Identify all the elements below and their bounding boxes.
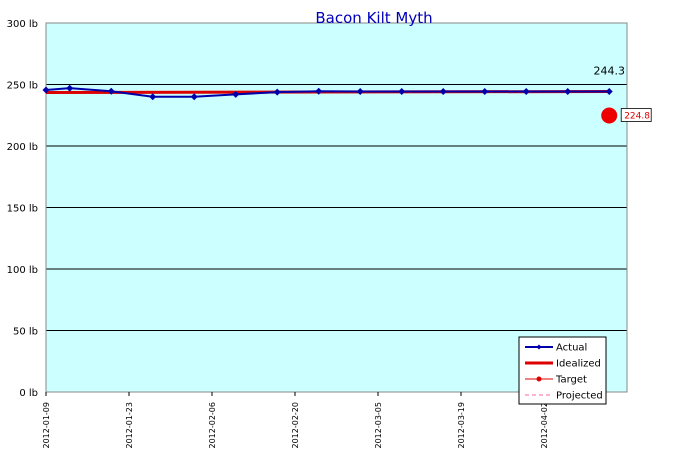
series-layer (42, 84, 618, 124)
legend: Actual Idealized Target Projected (518, 336, 607, 405)
actual-point (564, 88, 572, 96)
y-tick-label: 200 lb (7, 142, 38, 153)
y-tick-label: 250 lb (7, 81, 38, 92)
x-tick-label: 2012-01-09 (42, 402, 51, 449)
x-tick-label: 2012-02-06 (208, 402, 217, 449)
actual-point (439, 88, 447, 96)
plot-border (45, 22, 628, 393)
legend-marker (536, 376, 542, 382)
actual-point (273, 88, 281, 96)
x-axis: 2012-01-09 2012-01-23 2012-02-06 2012-02-20… (42, 392, 549, 449)
target-value-label: 224.8 (624, 111, 650, 121)
y-tick-label: 0 lb (19, 388, 38, 399)
legend-marker (536, 344, 542, 350)
y-tick-label: 50 lb (13, 327, 38, 338)
actual-point (398, 88, 406, 96)
plot-area (45, 22, 628, 393)
last-value-label: 244.3 (593, 65, 625, 78)
actual-point (42, 86, 50, 94)
y-tick-label: 150 lb (7, 204, 38, 215)
y-tick-label: 100 lb (7, 265, 38, 276)
x-tick-label: 2012-01-23 (125, 402, 134, 449)
legend-label: Idealized (556, 359, 601, 370)
x-tick-label: 2012-03-05 (374, 402, 383, 449)
x-tick-label: 2012-03-19 (457, 402, 466, 449)
actual-point (66, 84, 74, 92)
y-tick-label: 300 lb (7, 19, 38, 30)
actual-point (605, 88, 613, 96)
legend-label: Projected (556, 391, 603, 402)
chart-title: Bacon Kilt Myth (315, 9, 432, 27)
actual-point (190, 93, 198, 101)
legend-item-projected: Projected (525, 391, 603, 402)
target-point (601, 107, 618, 124)
legend-item-idealized: Idealized (525, 359, 601, 370)
target-label-box (620, 108, 652, 122)
actual-point (481, 88, 489, 96)
legend-label: Actual (556, 343, 587, 354)
legend-label: Target (555, 375, 587, 386)
annotations: 244.3 224.8 (593, 65, 652, 122)
actual-point (315, 87, 323, 95)
legend-box (518, 336, 607, 405)
legend-item-actual: Actual (525, 343, 587, 354)
actual-point (356, 88, 364, 96)
actual-point (149, 93, 157, 101)
legend-item-target: Target (525, 375, 587, 386)
actual-point (107, 87, 115, 95)
x-tick-label: 2012-02-20 (291, 402, 300, 449)
actual-point (232, 90, 240, 98)
actual-point (522, 88, 530, 96)
y-axis: 0 lb 50 lb 100 lb 150 lb 200 lb 250 lb 300 lb (7, 19, 38, 399)
x-tick-label: 2012-04-02 (540, 402, 549, 449)
